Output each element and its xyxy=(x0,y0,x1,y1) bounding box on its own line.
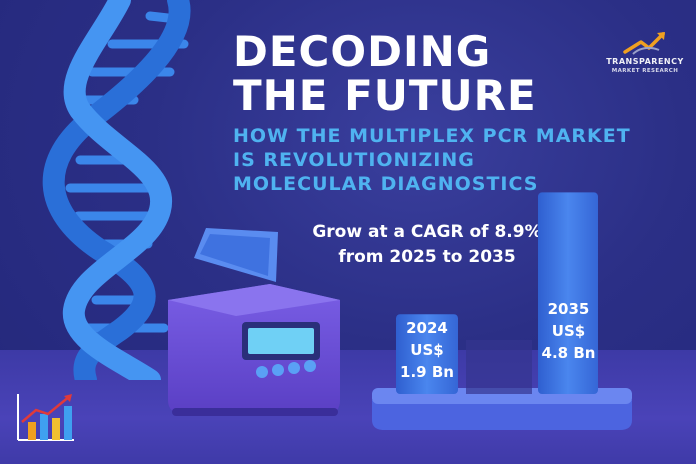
bar-platform xyxy=(372,400,632,430)
bar-2024-amount: 1.9 Bn xyxy=(400,363,454,381)
bar-2035-year: 2035 xyxy=(547,300,590,318)
market-bars xyxy=(396,192,598,394)
company-logo: TRANSPARENCY MARKET RESEARCH xyxy=(603,26,687,92)
bar-label-2035: 2035 US$ 4.8 Bn xyxy=(540,298,597,364)
bar-label-2024: 2024 US$ 1.9 Bn xyxy=(397,317,457,383)
title-line-2: THE FUTURE xyxy=(233,71,537,120)
dna-helix-icon xyxy=(42,0,191,380)
bar-2024-currency: US$ xyxy=(410,341,444,359)
growth-chart-icon xyxy=(17,394,74,441)
subtitle-line-3: MOLECULAR DIAGNOSTICS xyxy=(233,173,539,195)
market-bar-2035 xyxy=(538,192,598,394)
bar-2035-currency: US$ xyxy=(551,322,586,340)
market-bar-2024 xyxy=(396,314,458,394)
bar-2035-amount: 4.8 Bn xyxy=(541,344,596,362)
page-title: DECODING THE FUTURE xyxy=(233,30,537,118)
bar-gap-column xyxy=(466,340,532,394)
subtitle-line-2: IS REVOLUTIONIZING xyxy=(233,149,475,171)
title-line-1: DECODING xyxy=(233,27,492,76)
logo-arrow-icon xyxy=(623,32,665,55)
logo-tagline: MARKET RESEARCH xyxy=(611,68,679,74)
cagr-line-2: from 2025 to 2035 xyxy=(338,247,516,267)
cagr-line-1: Grow at a CAGR of 8.9% xyxy=(312,222,542,242)
subtitle-line-1: HOW THE MULTIPLEX PCR MARKET xyxy=(233,125,631,147)
subtitle: HOW THE MULTIPLEX PCR MARKET IS REVOLUTI… xyxy=(233,124,631,196)
pcr-thermocycler-icon xyxy=(168,228,340,416)
logo-name: TRANSPARENCY xyxy=(606,57,684,66)
bar-2024-year: 2024 xyxy=(406,319,448,337)
cagr-statement: Grow at a CAGR of 8.9% from 2025 to 2035 xyxy=(302,220,552,270)
